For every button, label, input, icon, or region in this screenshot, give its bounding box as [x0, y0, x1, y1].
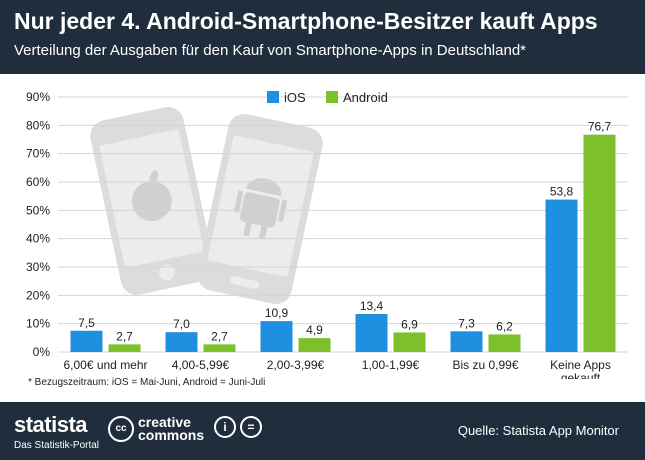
bar-android	[488, 334, 521, 352]
footer-bar: statista Das Statistik-Portal cc creativ…	[0, 402, 645, 460]
data-label: 6,9	[401, 317, 418, 331]
x-tick-label: 1,00-1,99€	[362, 358, 420, 372]
legend-label-ios: iOS	[284, 90, 306, 105]
y-tick-label: 50%	[26, 203, 50, 217]
legend-label-android: Android	[343, 90, 388, 105]
bar-android	[393, 332, 426, 352]
bar-ios	[450, 331, 483, 352]
phone-watermark	[90, 106, 323, 305]
data-label: 4,9	[306, 323, 323, 337]
bars	[70, 134, 616, 352]
data-label: 7,5	[78, 316, 95, 330]
data-label: 76,7	[588, 120, 612, 134]
no-derivatives-icon: =	[240, 416, 262, 438]
data-label: 6,2	[496, 319, 513, 333]
grid-lines	[58, 96, 628, 353]
data-label: 7,0	[173, 317, 190, 331]
cc-text-creative: creative	[138, 414, 191, 430]
source-label: Quelle: Statista App Monitor	[457, 423, 619, 438]
cc-text-commons: commons	[138, 427, 205, 443]
footnote: * Bezugszeitraum: iOS = Mai-Juni, Androi…	[28, 377, 266, 388]
data-label: 13,4	[360, 299, 384, 313]
legend-swatch-ios	[267, 91, 279, 103]
data-label: 7,3	[458, 316, 475, 330]
bar-ios	[545, 199, 578, 352]
data-label: 10,9	[265, 306, 289, 320]
y-tick-label: 70%	[26, 147, 50, 161]
page-title: Nur jeder 4. Android-Smartphone-Besitzer…	[14, 8, 598, 34]
y-tick-label: 30%	[26, 260, 50, 274]
legend: iOS Android	[267, 90, 388, 105]
x-tick-label: 6,00€ und mehr	[63, 358, 147, 372]
data-labels: 7,5 2,7 7,0 2,7 10,9 4,9 13,4 6,9 7,3 6,2 53,8 76,7	[78, 120, 611, 344]
bar-ios	[70, 330, 103, 352]
bar-ios	[355, 314, 388, 352]
x-tick-label: Bis zu 0,99€	[452, 358, 518, 372]
y-tick-label: 10%	[26, 317, 50, 331]
statista-logo[interactable]: statista	[14, 412, 88, 437]
x-tick-label: gekauft	[561, 371, 601, 379]
bar-android	[203, 344, 236, 352]
data-label: 2,7	[116, 329, 133, 343]
legend-swatch-android	[326, 91, 338, 103]
statista-tagline: Das Statistik-Portal	[14, 440, 100, 451]
y-tick-label: 80%	[26, 118, 50, 132]
data-label: 53,8	[550, 185, 574, 199]
header-bar: Nur jeder 4. Android-Smartphone-Besitzer…	[0, 0, 645, 74]
bar-android	[583, 134, 616, 352]
iphone-watermark-icon	[90, 106, 215, 295]
bar-ios	[165, 332, 198, 352]
y-tick-label: 40%	[26, 232, 50, 246]
data-label: 2,7	[211, 329, 228, 343]
bar-chart: 0% 10% 20% 30% 40% 50% 60% 70% 80% 90% 7,5 2,7 7,0 2…	[26, 90, 628, 379]
x-tick-label: Keine Apps	[550, 358, 611, 372]
x-tick-label: 2,00-3,99€	[267, 358, 325, 372]
attribution-icon: i	[214, 416, 236, 438]
x-axis: 6,00€ und mehr 4,00-5,99€ 2,00-3,99€ 1,00-1…	[63, 358, 610, 379]
y-tick-label: 20%	[26, 288, 50, 302]
bar-android	[108, 344, 141, 352]
android-phone-watermark-icon	[197, 113, 323, 305]
y-tick-label: 60%	[26, 175, 50, 189]
y-axis: 0% 10% 20% 30% 40% 50% 60% 70% 80% 90%	[26, 90, 50, 359]
y-tick-label: 0%	[33, 345, 51, 359]
bar-android	[298, 338, 331, 352]
bar-ios	[260, 321, 293, 352]
x-tick-label: 4,00-5,99€	[172, 358, 230, 372]
page-subtitle: Verteilung der Ausgaben für den Kauf von…	[14, 42, 527, 59]
y-tick-label: 90%	[26, 90, 50, 104]
cc-icon: cc	[108, 416, 134, 442]
